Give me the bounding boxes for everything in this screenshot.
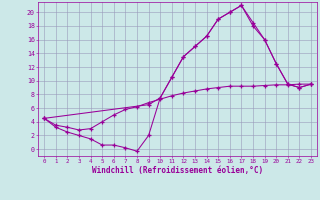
X-axis label: Windchill (Refroidissement éolien,°C): Windchill (Refroidissement éolien,°C) [92, 166, 263, 175]
